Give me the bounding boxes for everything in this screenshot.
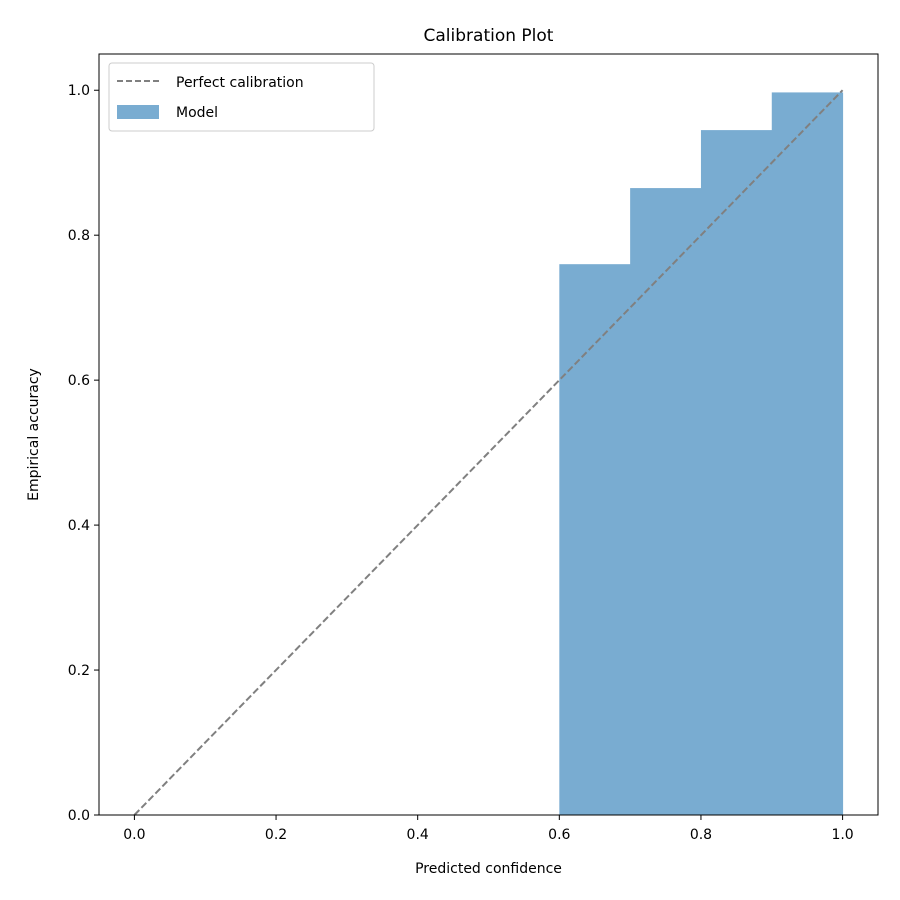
bar-3: [771, 92, 844, 816]
y-tick-label: 0.8: [68, 228, 90, 244]
bar-1: [630, 188, 702, 816]
y-tick-label: 0.6: [68, 373, 90, 389]
bar-2: [700, 130, 773, 816]
legend-model-label: Model: [176, 105, 218, 121]
legend-perfect-calibration-label: Perfect calibration: [176, 75, 304, 91]
legend-box: [108, 62, 375, 132]
legend-model-swatch: [117, 105, 159, 119]
bars-layer: [559, 92, 844, 816]
x-tick-label: 0.6: [548, 827, 570, 843]
plot-frame: [98, 53, 879, 816]
y-tick-label: 0.4: [68, 518, 90, 534]
x-axis-label: Predicted confidence: [415, 861, 562, 877]
y-ticks: 0.0 0.2 0.4 0.6 0.8 1.0: [68, 83, 99, 824]
perfect-calibration-line: [133, 89, 844, 816]
chart-title: Calibration Plot: [424, 26, 554, 46]
x-tick-label: 0.8: [690, 827, 712, 843]
legend: Perfect calibration Model: [108, 62, 375, 132]
x-tick-label: 0.0: [123, 827, 145, 843]
bar-0: [559, 264, 631, 816]
reference-line-layer: [133, 89, 844, 816]
x-tick-label: 1.0: [831, 827, 853, 843]
y-axis-label: Empirical accuracy: [26, 368, 42, 501]
y-tick-label: 0.0: [68, 808, 90, 824]
x-ticks: 0.0 0.2 0.4 0.6 0.8 1.0: [123, 815, 854, 843]
y-tick-label: 0.2: [68, 663, 90, 679]
x-tick-label: 0.2: [265, 827, 287, 843]
x-tick-label: 0.4: [407, 827, 429, 843]
y-tick-label: 1.0: [68, 83, 90, 99]
